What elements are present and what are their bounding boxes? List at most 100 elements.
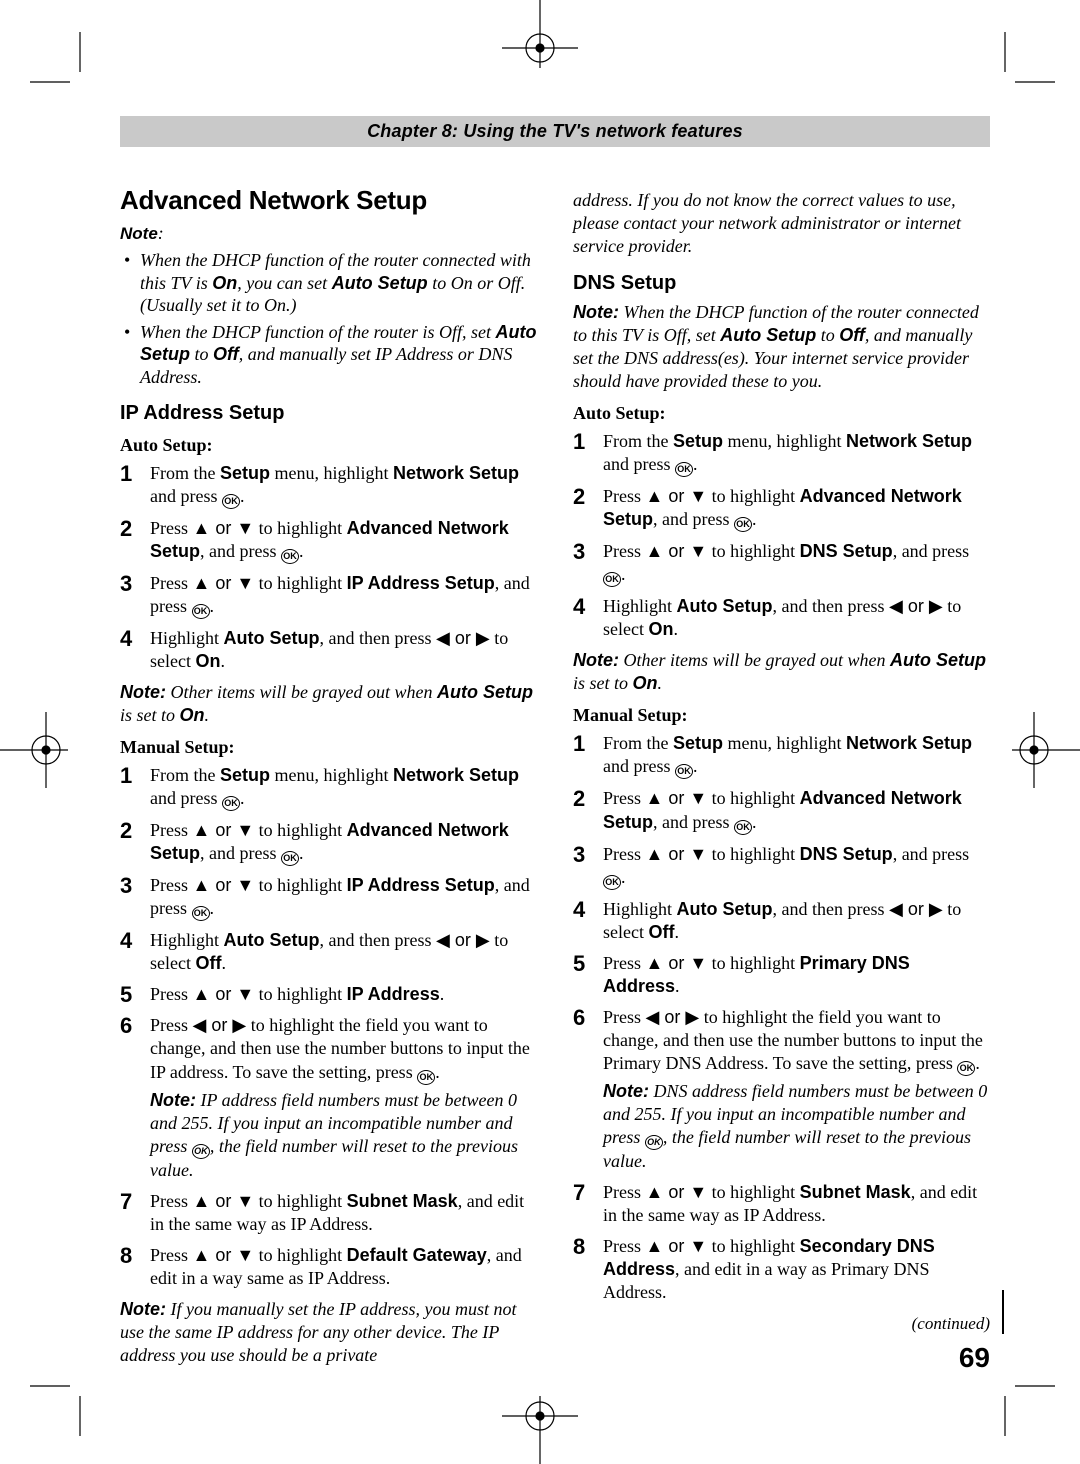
t: , and then press xyxy=(773,596,889,616)
b: IP Address xyxy=(347,984,440,1004)
arrows-icon: ◀ or ▶ xyxy=(436,930,490,950)
t: Highlight xyxy=(603,899,677,919)
t: . xyxy=(752,509,757,529)
t: Highlight xyxy=(150,628,224,648)
step: Highlight Auto Setup, and then press ◀ o… xyxy=(603,898,990,944)
heading-ip-address-setup: IP Address Setup xyxy=(120,402,537,425)
t: . xyxy=(299,541,304,561)
ok-icon: OK xyxy=(192,604,210,619)
step: Press ▲ or ▼ to highlight Advanced Netwo… xyxy=(150,517,537,564)
step: From the Setup menu, highlight Network S… xyxy=(150,764,537,811)
t: . xyxy=(210,898,215,918)
t: Press xyxy=(150,518,193,538)
ok-icon: OK xyxy=(281,549,299,564)
dns-note: Note: When the DHCP function of the rout… xyxy=(573,301,990,393)
t: . xyxy=(205,705,210,725)
t: , and press xyxy=(653,812,734,832)
arrows-icon: ▲ or ▼ xyxy=(646,844,708,864)
text: to On or Off. xyxy=(428,273,526,293)
t: From the xyxy=(150,765,220,785)
t: . xyxy=(693,454,698,474)
t: to highlight xyxy=(707,486,800,506)
ok-icon: OK xyxy=(192,906,210,921)
b: Network Setup xyxy=(846,733,972,753)
note-label: Note xyxy=(120,224,158,243)
t: Press xyxy=(150,984,193,1004)
t: , and then press xyxy=(773,899,889,919)
b: IP Address Setup xyxy=(347,875,495,895)
note-bullets: When the DHCP function of the router con… xyxy=(120,249,537,388)
t: Other items will be grayed out when xyxy=(166,682,437,702)
heading-dns-setup: DNS Setup xyxy=(573,272,990,295)
b: Subnet Mask xyxy=(347,1191,458,1211)
step: Press ▲ or ▼ to highlight Advanced Netwo… xyxy=(603,485,990,532)
b: Setup xyxy=(220,765,270,785)
ok-icon: OK xyxy=(957,1061,975,1076)
b: Off xyxy=(839,325,865,345)
b: Auto Setup xyxy=(677,596,773,616)
note-label: Note: xyxy=(120,682,166,702)
t: and press xyxy=(603,756,675,776)
step: Press ▲ or ▼ to highlight Advanced Netwo… xyxy=(603,787,990,834)
b: Auto Setup xyxy=(437,682,533,702)
note-colon: : xyxy=(158,223,164,243)
b: DNS Setup xyxy=(800,541,893,561)
ok-icon: OK xyxy=(222,796,240,811)
t: Press xyxy=(150,573,193,593)
t: menu, highlight xyxy=(723,431,846,451)
arrows-icon: ◀ or ▶ xyxy=(193,1015,247,1035)
t: to highlight xyxy=(254,875,347,895)
text: to xyxy=(190,344,213,364)
arrows-icon: ▲ or ▼ xyxy=(193,820,255,840)
b: Default Gateway xyxy=(347,1245,487,1265)
ok-icon: OK xyxy=(417,1070,435,1085)
t: . xyxy=(435,1062,440,1082)
arrows-icon: ▲ or ▼ xyxy=(646,486,708,506)
arrows-icon: ▲ or ▼ xyxy=(193,984,255,1004)
step: Press ▲ or ▼ to highlight IP Address Set… xyxy=(150,874,537,921)
t: . xyxy=(221,953,226,973)
t: to highlight xyxy=(254,1245,347,1265)
arrows-icon: ▲ or ▼ xyxy=(193,518,255,538)
t: Press xyxy=(150,1245,193,1265)
step-note: Note: DNS address field numbers must be … xyxy=(603,1080,990,1173)
step: Press ▲ or ▼ to highlight IP Address Set… xyxy=(150,572,537,619)
t: , and press xyxy=(200,541,281,561)
ok-icon: OK xyxy=(675,764,693,779)
ip-manual-note: Note: If you manually set the IP address… xyxy=(120,1298,537,1367)
b: On xyxy=(180,705,205,725)
ok-icon: OK xyxy=(645,1135,663,1150)
t: From the xyxy=(603,431,673,451)
t: . xyxy=(210,596,215,616)
left-column: Advanced Network Setup Note: When the DH… xyxy=(120,185,537,1375)
step: From the Setup menu, highlight Network S… xyxy=(150,462,537,509)
t: . xyxy=(240,486,245,506)
t: menu, highlight xyxy=(723,733,846,753)
t: , and press xyxy=(653,509,734,529)
b: Off xyxy=(648,922,674,942)
text: When the DHCP function of the router is … xyxy=(140,322,495,342)
t: Press xyxy=(603,1236,646,1256)
chapter-bar: Chapter 8: Using the TV's network featur… xyxy=(120,116,990,147)
arrows-icon: ▲ or ▼ xyxy=(646,953,708,973)
t: . xyxy=(240,788,245,808)
b: Auto Setup xyxy=(890,650,986,670)
step: Press ▲ or ▼ to highlight DNS Setup, and… xyxy=(603,843,990,890)
t: menu, highlight xyxy=(270,463,393,483)
label-auto-setup: Auto Setup: xyxy=(573,403,990,424)
b: Auto Setup xyxy=(677,899,773,919)
t: to highlight xyxy=(707,1236,800,1256)
arrows-icon: ▲ or ▼ xyxy=(193,573,255,593)
step: Press ◀ or ▶ to highlight the field you … xyxy=(150,1014,537,1181)
bold: Auto Setup xyxy=(332,273,428,293)
t: menu, highlight xyxy=(270,765,393,785)
label-manual-setup: Manual Setup: xyxy=(573,705,990,726)
step: Press ◀ or ▶ to highlight the field you … xyxy=(603,1006,990,1173)
step: Press ▲ or ▼ to highlight Default Gatewa… xyxy=(150,1244,537,1290)
note-label: Note: xyxy=(603,1081,649,1101)
step: From the Setup menu, highlight Network S… xyxy=(603,732,990,779)
b: Auto Setup xyxy=(224,628,320,648)
t: Press xyxy=(603,541,646,561)
t: to highlight xyxy=(707,1182,800,1202)
note-label: Note: xyxy=(150,1090,196,1110)
